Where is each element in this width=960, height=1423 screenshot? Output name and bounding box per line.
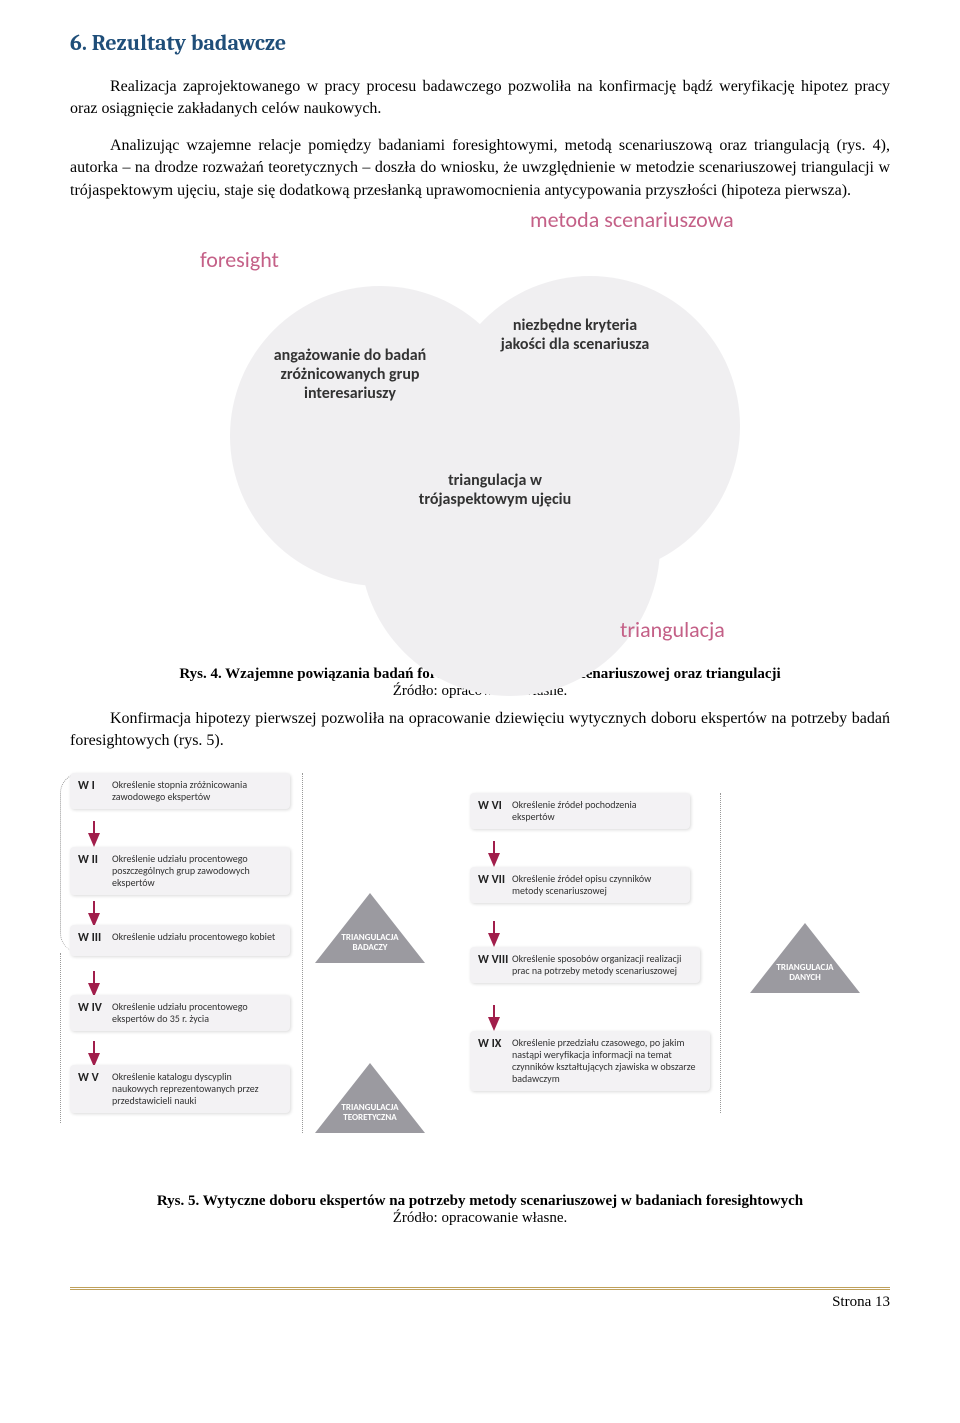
venn-text-2: niezbędne kryteria jakości dla scenarius… [490, 316, 660, 354]
figure-5-caption: Rys. 5. Wytyczne doboru ekspertów na pot… [70, 1193, 890, 1227]
page-footer: Strona 13 [70, 1287, 890, 1311]
flow-box-w8: W VIIIOkreślenie sposobów organizacji re… [470, 947, 700, 983]
venn-label-metoda: metoda scenariuszowa [530, 206, 734, 233]
venn-text-3: triangulacja w trójaspektowym ujęciu [400, 471, 590, 509]
section-heading: 6. Rezultaty badawcze [70, 30, 890, 56]
venn-circle-foresight [230, 286, 530, 586]
venn-label-foresight: foresight [200, 246, 279, 273]
flow-box-w4: W IVOkreślenie udziału procentowego eksp… [70, 995, 290, 1031]
venn-text-1: angażowanie do badań zróżnicowanych grup… [260, 346, 440, 404]
flow-box-w7: W VIIOkreślenie źródeł opisu czynników m… [470, 867, 690, 903]
triangle-badaczy-label: TRIANGULACJA BADACZY [328, 933, 412, 953]
dotted-line-mid1 [302, 773, 303, 1133]
flow-box-w1: W IOkreślenie stopnia zróżnicowania zawo… [70, 773, 290, 809]
flow-box-w3: W IIIOkreślenie udziału procentowego kob… [70, 925, 290, 956]
flow-arrow-1 [88, 833, 100, 847]
flowchart-diagram: W IOkreślenie stopnia zróżnicowania zawo… [70, 773, 890, 1153]
triangle-danych-label: TRIANGULACJA DANYCH [763, 963, 847, 983]
dotted-line-right [720, 793, 721, 1113]
flow-box-w6: W VIOkreślenie źródeł pochodzenia eksper… [470, 793, 690, 829]
triangle-teoretyczna-label: TRIANGULACJA TEORETYCZNA [328, 1103, 412, 1123]
flow-box-w2: W IIOkreślenie udziału procentowego posz… [70, 847, 290, 895]
venn-diagram: foresight metoda scenariuszowa triangula… [160, 216, 800, 656]
flow-arrow-6 [488, 933, 500, 947]
venn-label-triangulacja: triangulacja [620, 616, 725, 643]
paragraph-1: Realizacja zaprojektowanego w pracy proc… [70, 76, 890, 121]
flow-arrow-7 [488, 1017, 500, 1031]
flow-arrow-5 [488, 853, 500, 867]
flow-box-w9: W IXOkreślenie przedziału czasowego, po … [470, 1031, 710, 1091]
paragraph-3: Konfirmacja hipotezy pierwszej pozwoliła… [70, 708, 890, 753]
dotted-line-left [60, 953, 61, 1123]
flow-box-w5: W VOkreślenie katalogu dyscyplin naukowy… [70, 1065, 290, 1113]
paragraph-2: Analizując wzajemne relacje pomiędzy bad… [70, 135, 890, 202]
